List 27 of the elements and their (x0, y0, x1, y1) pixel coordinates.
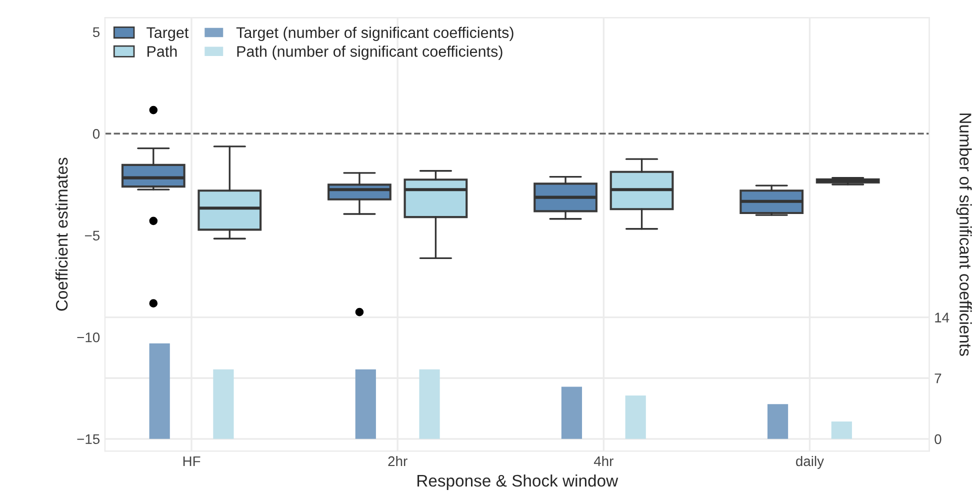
bar (561, 386, 582, 439)
legend-label: Target (146, 27, 189, 42)
bar (625, 395, 646, 439)
legend-label: Target (number of significant coefficients) (236, 26, 514, 42)
y2-tick-label: 0 (934, 434, 942, 444)
bar (831, 422, 852, 439)
y-tick-label: 0 (92, 128, 100, 139)
x-tick-label: HF (183, 456, 200, 466)
y-tick-label: −5 (84, 230, 100, 241)
x-axis-title: Response & Shock window (417, 474, 618, 490)
y-tick-label: −15 (77, 434, 100, 444)
x-tick-label: 4hr (594, 456, 614, 466)
y-tick-label: 5 (92, 27, 100, 38)
y2-tick-label: 14 (935, 312, 950, 322)
bar (355, 369, 376, 439)
legend-label: Path (147, 46, 177, 57)
bar (767, 404, 788, 439)
x-tick-label: 2hr (388, 456, 408, 466)
legend-label: Path (number of significant coefficients) (237, 46, 502, 60)
y-axis-title: Coefficient estimates (55, 158, 68, 311)
y2-axis-title: Number of significant coefficients (956, 114, 972, 356)
y-tick-label: −10 (77, 332, 100, 342)
x-tick-label: daily (796, 456, 824, 469)
bar (213, 369, 234, 439)
y2-tick-label: 7 (934, 374, 942, 384)
bar (419, 369, 440, 439)
bar (149, 343, 170, 439)
